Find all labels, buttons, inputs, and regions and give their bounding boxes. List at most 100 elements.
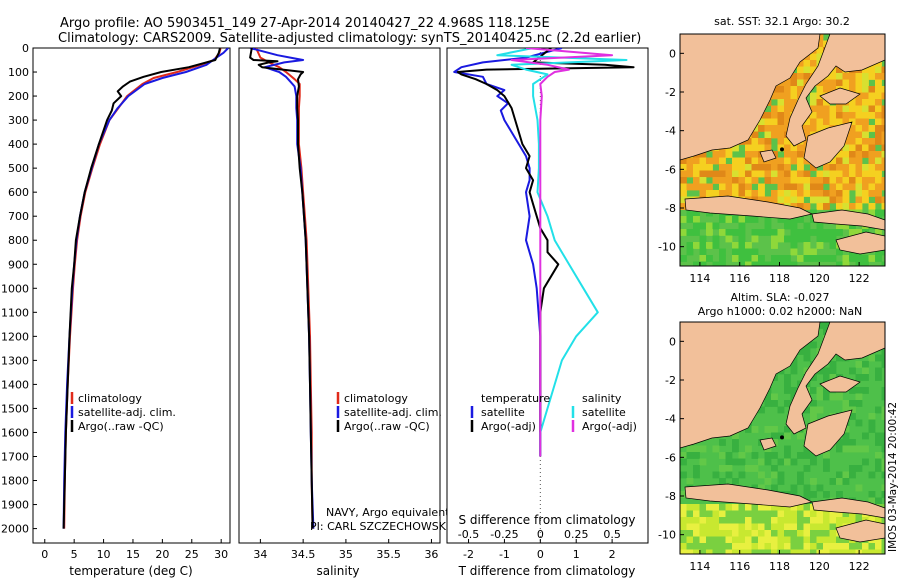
field-cell [875, 79, 882, 87]
field-cell [680, 203, 687, 210]
field-cell [693, 536, 700, 544]
depth-tick-label: 900 [8, 258, 29, 271]
field-cell [712, 536, 720, 544]
field-cell [738, 517, 746, 524]
field-cell [816, 40, 824, 48]
field-cell [803, 235, 811, 243]
sst-map-lon-axis: 114 116 118 120 122 [689, 262, 870, 285]
lon-tick-label: 122 [849, 560, 870, 573]
field-cell [862, 367, 869, 375]
field-cell [790, 484, 798, 492]
field-cell [777, 131, 785, 139]
field-cell [745, 530, 752, 537]
field-cell [816, 255, 824, 262]
field-cell [771, 92, 778, 100]
field-cell [738, 248, 746, 256]
field-cell [680, 170, 687, 178]
field-cell [881, 177, 885, 184]
field-cell [784, 99, 791, 106]
sst-map-title: sat. SST: 32.1 Argo: 30.2 [714, 15, 850, 28]
field-cell [823, 86, 830, 93]
field-cell [751, 523, 759, 531]
field-cell [784, 235, 791, 243]
field-cell [855, 125, 863, 132]
field-cell [868, 354, 876, 362]
field-cell [790, 543, 798, 550]
field-cell [862, 458, 869, 466]
field-cell [712, 261, 720, 266]
field-cell [823, 79, 830, 87]
argo-float-marker [780, 435, 785, 440]
field-cell [829, 543, 837, 550]
field-cell [823, 203, 830, 210]
field-cell [706, 157, 713, 165]
field-cell [745, 157, 752, 165]
field-cell [790, 216, 798, 223]
field-cell [745, 465, 752, 472]
field-cell [797, 177, 804, 184]
salinity-plot-frame [238, 47, 441, 544]
field-cell [849, 517, 856, 524]
field-cell [751, 190, 759, 197]
field-cell [771, 190, 778, 197]
field-cell [784, 105, 791, 113]
field-cell [862, 79, 869, 87]
salinity-difference-tick-label: -0.25 [490, 528, 518, 541]
field-cell [823, 523, 830, 531]
field-cell [868, 413, 876, 420]
field-cell [836, 79, 843, 87]
field-cell [777, 458, 785, 466]
field-cell [842, 439, 850, 446]
field-cell [784, 196, 791, 204]
temperature-series [62, 48, 229, 529]
field-cell [764, 144, 772, 152]
field-cell [764, 125, 772, 132]
nusa-tenggara-islands [811, 209, 885, 231]
field-cell [875, 196, 882, 204]
field-cell [712, 242, 720, 249]
field-cell [803, 125, 811, 132]
field-cell [719, 164, 726, 171]
field-cell [719, 170, 726, 178]
field-cell [719, 248, 726, 256]
field-cell [810, 112, 817, 119]
difference-x-tick-label: 0 [537, 548, 544, 561]
field-cell [784, 504, 791, 511]
field-cell [829, 170, 837, 178]
java-bali-islands [684, 195, 814, 220]
field-cell [810, 190, 817, 197]
sla-map-lon-axis: 114 116 118 120 122 [689, 550, 870, 573]
field-cell [881, 432, 885, 440]
field-cell [803, 203, 811, 210]
field-cell [777, 517, 785, 524]
legend-label-climatology: climatology [78, 392, 142, 405]
field-cell [751, 261, 759, 266]
field-cell [738, 242, 746, 249]
field-cell [797, 471, 804, 479]
field-cell [803, 183, 811, 191]
field-cell [855, 196, 863, 204]
field-cell [719, 190, 726, 197]
field-cell [745, 255, 752, 262]
field-cell [849, 549, 856, 554]
field-cell [686, 209, 694, 217]
field-cell [699, 235, 707, 243]
field-cell [777, 549, 785, 554]
field-cell [699, 157, 707, 165]
sulawesi-north [785, 322, 885, 435]
field-cell [758, 196, 765, 204]
depth-tick-label: 1000 [1, 282, 29, 295]
field-cell [875, 549, 882, 554]
field-cell [829, 196, 837, 204]
field-cell [868, 164, 876, 171]
field-cell [784, 190, 791, 197]
field-cell [816, 510, 824, 518]
field-cell [790, 536, 798, 544]
field-cell [829, 478, 837, 485]
field-cell [816, 484, 824, 492]
field-cell [764, 222, 772, 230]
field-cell [719, 478, 726, 485]
field-cell [797, 144, 804, 152]
field-cell [881, 73, 885, 80]
field-cell [816, 47, 824, 54]
